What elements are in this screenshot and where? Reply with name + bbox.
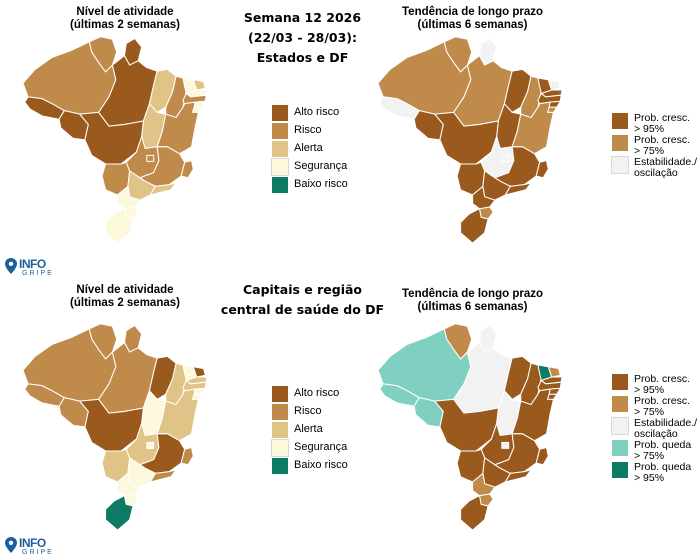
legend-swatch: [272, 141, 288, 157]
legend-swatch: [271, 439, 289, 457]
state-al: [548, 100, 561, 108]
legend-label: Risco: [294, 405, 322, 417]
state-rs: [105, 208, 134, 244]
legend-swatch: [612, 374, 628, 390]
state-pr: [472, 185, 496, 210]
legend-label: Prob. queda > 95%: [634, 461, 692, 484]
legend-label: Alto risco: [294, 387, 340, 399]
legend-label: Segurança: [294, 160, 348, 172]
bottom-center-title: Capitais e região central de saúde do DF: [220, 282, 385, 317]
map-pin-icon: [5, 537, 17, 553]
top-right-title: Tendência de longo prazo (últimas 6 sema…: [402, 6, 543, 31]
state-rn: [547, 79, 561, 91]
legend-swatch: [272, 422, 288, 438]
state-rj: [149, 469, 177, 483]
bottom-left-title: Nível de atividade (últimas 2 semanas): [70, 284, 180, 309]
state-rs: [460, 208, 489, 244]
state-es: [180, 447, 194, 466]
state-df: [146, 154, 155, 162]
top-activity-map: [22, 36, 208, 244]
state-df: [146, 441, 155, 449]
state-rn: [547, 366, 561, 378]
state-rs: [460, 495, 489, 531]
legend-swatch: [612, 462, 628, 478]
state-rs: [105, 495, 134, 531]
state-rj: [504, 182, 532, 196]
state-pr: [117, 185, 141, 210]
bottom-trend-map: [377, 323, 563, 531]
state-al: [193, 100, 206, 108]
state-pr: [117, 472, 141, 497]
legend-swatch: [272, 386, 288, 402]
top-infogripe-logo: INFO GRIPE: [5, 258, 54, 278]
top-left-title: Nível de atividade (últimas 2 semanas): [70, 6, 180, 31]
legend-swatch: [272, 123, 288, 139]
state-rj: [149, 182, 177, 196]
bottom-infogripe-logo: INFO GRIPE: [5, 537, 54, 557]
legend-label: Prob. queda > 75%: [634, 439, 692, 462]
legend-label: Prob. cresc. > 95%: [634, 373, 691, 396]
bottom-right-title: Tendência de longo prazo (últimas 6 sema…: [402, 288, 543, 313]
legend-label: Baixo risco: [294, 459, 348, 471]
state-rn: [192, 366, 206, 378]
state-df: [501, 154, 510, 162]
legend-swatch: [612, 440, 628, 456]
legend-label: Prob. cresc. > 75%: [634, 134, 691, 157]
legend-swatch: [611, 417, 629, 435]
bottom-activity-map: [22, 323, 208, 531]
state-es: [535, 160, 549, 179]
state-al: [193, 387, 206, 395]
legend-label: Alerta: [294, 142, 323, 154]
legend-label: Baixo risco: [294, 178, 348, 190]
legend-label: Alerta: [294, 423, 323, 435]
legend-label: Alto risco: [294, 106, 340, 118]
legend-label: Prob. cresc. > 75%: [634, 395, 691, 418]
legend-label: Estabilidade./oscilação: [634, 417, 698, 440]
legend-swatch: [272, 177, 288, 193]
legend-swatch: [271, 158, 289, 176]
legend-label: Segurança: [294, 441, 348, 453]
legend-swatch: [612, 396, 628, 412]
legend-swatch: [272, 458, 288, 474]
logo-text-info: INFO: [19, 536, 46, 550]
logo-text-gripe: GRIPE: [22, 549, 54, 556]
state-pr: [472, 472, 496, 497]
legend-label: Prob. cresc. > 95%: [634, 112, 691, 135]
state-es: [535, 447, 549, 466]
legend-swatch: [612, 113, 628, 129]
state-df: [501, 441, 510, 449]
legend-label: Risco: [294, 124, 322, 136]
logo-text-info: INFO: [19, 257, 46, 271]
legend-swatch: [272, 105, 288, 121]
legend-swatch: [612, 135, 628, 151]
logo-text-gripe: GRIPE: [22, 270, 54, 277]
legend-label: Estabilidade./oscilação: [634, 156, 698, 179]
map-pin-icon: [5, 258, 17, 274]
legend-swatch: [611, 156, 629, 174]
state-es: [180, 160, 194, 179]
state-rn: [192, 79, 206, 91]
top-center-title: Semana 12 2026 (22/03 - 28/03): Estados …: [243, 10, 362, 65]
top-trend-map: [377, 36, 563, 244]
legend-swatch: [272, 404, 288, 420]
state-rj: [504, 469, 532, 483]
state-al: [548, 387, 561, 395]
